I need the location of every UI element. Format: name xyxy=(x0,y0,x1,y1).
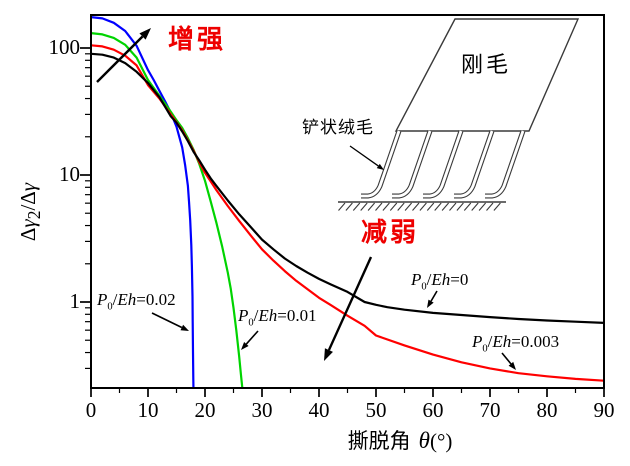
inset-ground-hatch xyxy=(382,202,390,211)
annotation-enhance: 增强 xyxy=(168,25,227,54)
curve-p0-eh-0.01 xyxy=(91,31,244,388)
weaken-arrow xyxy=(324,256,373,361)
inset-ground-hatch xyxy=(389,202,398,211)
x-tick-label-80: 80 xyxy=(536,398,558,422)
y-axis-title: Δγ2/Δγ xyxy=(16,182,45,242)
label-arrow-0.01 xyxy=(241,330,259,350)
label-arrow-0.003 xyxy=(501,352,516,370)
inset-ground-hatch xyxy=(441,202,450,211)
inset-ground-hatch xyxy=(486,202,494,211)
annotation-weaken: 减弱 xyxy=(361,218,420,247)
inset-ground-hatch xyxy=(375,202,383,211)
x-tick-label-70: 70 xyxy=(479,398,501,422)
inset-spatula-arrow xyxy=(349,145,384,170)
curve-label-p0eh-0.01: P0/Eh=0.01 xyxy=(238,306,317,329)
inset-ground-hatch xyxy=(419,202,427,211)
inset-ground-hatch xyxy=(463,202,472,211)
y-tick-label-100: 100 xyxy=(48,35,81,59)
inset-ground-hatch xyxy=(367,202,376,211)
curve-label-p0eh-0.02: P0/Eh=0.02 xyxy=(97,290,176,313)
y-tick-label-10: 10 xyxy=(59,162,80,186)
x-tick-label-90: 90 xyxy=(593,398,615,422)
inset-ground-hatch xyxy=(404,202,413,211)
inset-ground-hatch xyxy=(338,202,346,211)
inset-ground-hatch xyxy=(426,202,435,211)
curve-label-p0eh-0: P0/Eh=0 xyxy=(411,270,469,293)
inset-ground-hatch xyxy=(434,202,442,211)
inset-ground-hatch xyxy=(493,202,501,211)
inset-ground-hatch xyxy=(352,202,361,211)
x-tick-label-10: 10 xyxy=(137,398,159,422)
inset-ground-hatch xyxy=(471,202,479,211)
x-tick-label-20: 20 xyxy=(194,398,216,422)
x-tick-label-50: 50 xyxy=(365,398,387,422)
x-tick-label-0: 0 xyxy=(85,398,97,422)
inset-spatula-label: 铲状绒毛 xyxy=(302,118,374,137)
label-arrow-0 xyxy=(427,290,438,308)
inset-ground-hatch xyxy=(456,202,464,211)
curve-p0-eh-0 xyxy=(91,52,604,324)
inset-ground-hatch xyxy=(397,202,405,211)
inset-diagram xyxy=(338,18,580,211)
y-tick-label-1: 1 xyxy=(69,289,81,313)
label-arrow-0.02 xyxy=(151,312,189,331)
inset-ground-hatch xyxy=(412,202,420,211)
inset-ground-hatch xyxy=(345,202,353,211)
inset-ground-hatch xyxy=(360,202,368,211)
curve-p0-eh-0.02 xyxy=(91,16,195,388)
inset-ground-hatch xyxy=(449,202,457,211)
x-tick-label-60: 60 xyxy=(422,398,444,422)
enhance-arrow xyxy=(96,28,151,83)
x-tick-label-30: 30 xyxy=(251,398,273,422)
x-axis-title: 撕脱角 θ(°) xyxy=(347,428,453,453)
inset-seta-label: 刚毛 xyxy=(461,52,512,77)
inset-seta-pad xyxy=(394,18,580,132)
x-tick-label-40: 40 xyxy=(308,398,330,422)
inset-ground-hatch xyxy=(478,202,487,211)
curve-label-p0eh-0.003: P0/Eh=0.003 xyxy=(472,332,560,355)
